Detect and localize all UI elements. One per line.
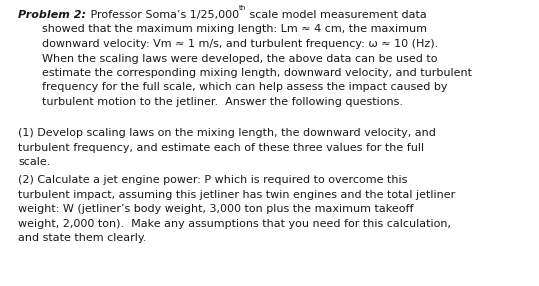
Text: scale model measurement data: scale model measurement data: [245, 10, 426, 20]
Text: estimate the corresponding mixing length, downward velocity, and turbulent: estimate the corresponding mixing length…: [42, 68, 472, 78]
Text: and state them clearly.: and state them clearly.: [18, 233, 147, 243]
Text: scale.: scale.: [18, 157, 50, 167]
Text: (2) Calculate a jet engine power: P which is required to overcome this: (2) Calculate a jet engine power: P whic…: [18, 175, 407, 185]
Text: Professor Soma’s 1/25,000: Professor Soma’s 1/25,000: [87, 10, 239, 20]
Text: When the scaling laws were developed, the above data can be used to: When the scaling laws were developed, th…: [42, 53, 438, 63]
Text: downward velocity: Vm ≈ 1 m/s, and turbulent frequency: ω ≈ 10 (Hz).: downward velocity: Vm ≈ 1 m/s, and turbu…: [42, 39, 438, 49]
Text: frequency for the full scale, which can help assess the impact caused by: frequency for the full scale, which can …: [42, 82, 447, 92]
Text: turbulent frequency, and estimate each of these three values for the full: turbulent frequency, and estimate each o…: [18, 143, 424, 153]
Text: showed that the maximum mixing length: Lm ≈ 4 cm, the maximum: showed that the maximum mixing length: L…: [42, 25, 427, 35]
Text: turbulent impact, assuming this jetliner has twin engines and the total jetliner: turbulent impact, assuming this jetliner…: [18, 190, 455, 200]
Text: th: th: [239, 5, 246, 11]
Text: weight: W (jetliner’s body weight, 3,000 ton plus the maximum takeoff: weight: W (jetliner’s body weight, 3,000…: [18, 204, 413, 214]
Text: weight, 2,000 ton).  Make any assumptions that you need for this calculation,: weight, 2,000 ton). Make any assumptions…: [18, 219, 451, 229]
Text: (1) Develop scaling laws on the mixing length, the downward velocity, and: (1) Develop scaling laws on the mixing l…: [18, 128, 436, 138]
Text: Problem 2:: Problem 2:: [18, 10, 86, 20]
Text: turbulent motion to the jetliner.  Answer the following questions.: turbulent motion to the jetliner. Answer…: [42, 97, 403, 107]
